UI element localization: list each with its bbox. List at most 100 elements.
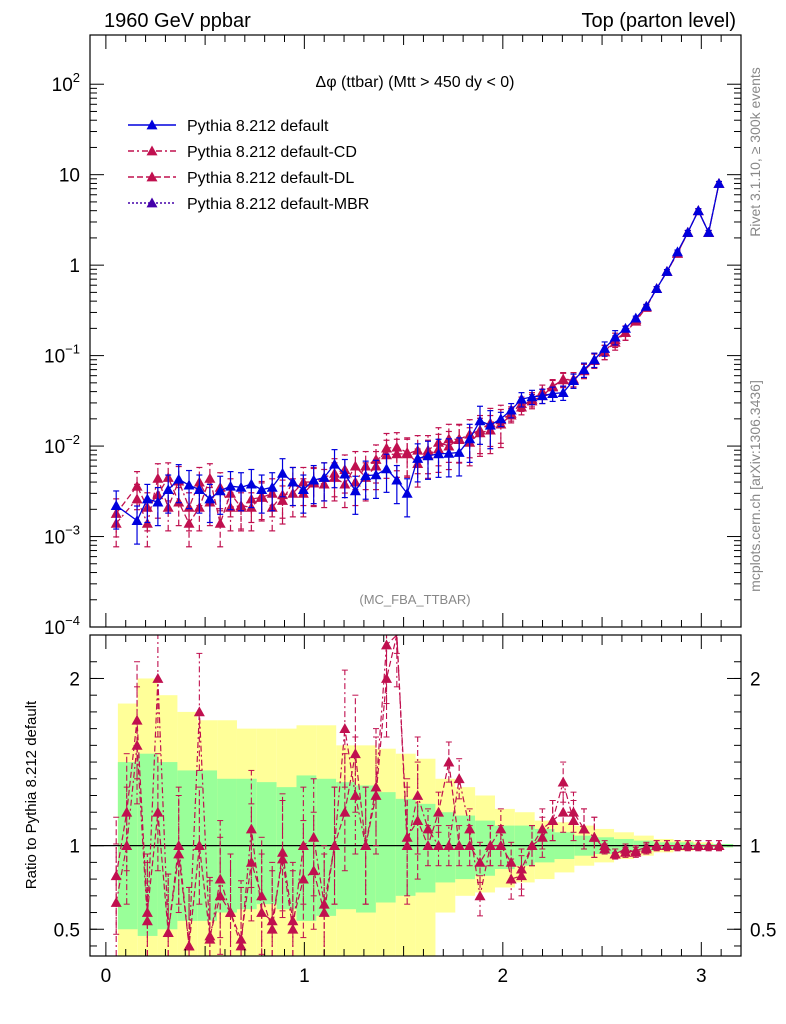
data-point	[515, 393, 527, 404]
data-point	[349, 485, 361, 496]
inner-band-bin	[256, 782, 277, 905]
ratio-point	[308, 865, 320, 876]
ratio-axis-ticks	[90, 635, 741, 956]
data-point	[547, 388, 559, 399]
ratio-point	[131, 714, 143, 725]
data-point	[578, 364, 590, 375]
ratio-point	[474, 890, 486, 901]
legend-marker	[146, 197, 158, 208]
data-point	[225, 480, 237, 491]
data-point	[193, 484, 205, 495]
ratio-point	[349, 790, 361, 800]
data-point	[152, 496, 164, 507]
ratio-point	[433, 806, 445, 817]
data-point	[318, 471, 330, 482]
data-point	[183, 517, 195, 528]
data-point	[277, 467, 289, 478]
data-point	[567, 375, 579, 385]
ratio-point	[671, 840, 683, 851]
data-point	[204, 472, 216, 483]
ratio-point	[703, 840, 715, 851]
data-point	[297, 484, 309, 495]
ratio-point	[557, 806, 569, 817]
legend-label: Pythia 8.212 default-MBR	[187, 196, 369, 213]
ratio-point	[547, 815, 559, 825]
ratio-point	[630, 845, 642, 856]
data-point	[401, 448, 413, 459]
ratio-point	[515, 863, 527, 874]
ratio-y-tick-label-right: 1	[750, 837, 761, 858]
ratio-point	[474, 856, 486, 867]
data-point	[214, 485, 226, 496]
rivet-label: Rivet 3.1.10, ≥ 300k events	[747, 67, 763, 237]
data-point	[162, 484, 174, 495]
y-tick-label: 10−1	[44, 342, 80, 368]
ratio-point	[578, 823, 590, 834]
ratio-point	[651, 840, 663, 851]
ratio-y-tick-label-right: 0.5	[750, 920, 776, 941]
main-axis-ticks	[90, 35, 741, 628]
data-point	[245, 478, 257, 489]
ratio-point	[266, 923, 278, 934]
ratio-point	[339, 723, 351, 734]
data-point	[308, 474, 320, 485]
ratio-point	[453, 773, 465, 784]
ratio-y-axis-label: Ratio to Pythia 8.212 default	[23, 700, 40, 889]
data-point	[391, 474, 403, 485]
data-point	[505, 404, 517, 415]
ratio-point	[619, 846, 631, 857]
ratio-point	[370, 790, 382, 800]
ratio-point	[318, 898, 330, 909]
data-point	[619, 322, 631, 333]
ratio-point	[443, 756, 455, 767]
x-tick-label: 2	[498, 966, 509, 987]
y-tick-label: 102	[52, 70, 80, 96]
ratio-point	[661, 840, 673, 851]
data-point	[484, 419, 496, 430]
main-panel: 10−4 10−3 10−2 10−1 1 10 102 Δφ (ttbar) (Mtt >…	[44, 34, 742, 639]
ratio-point	[640, 841, 652, 852]
data-point	[495, 413, 507, 424]
data-point	[433, 448, 445, 459]
ratio-point	[495, 840, 507, 851]
ratio-point	[443, 840, 455, 851]
ratio-point	[121, 806, 133, 817]
ratio-point	[349, 748, 361, 759]
data-point	[256, 484, 268, 495]
legend-marker	[146, 145, 158, 156]
ratio-point	[692, 840, 704, 851]
ratio-point	[193, 840, 205, 851]
data-point	[713, 177, 725, 188]
y-tick-label: 10−3	[44, 523, 80, 549]
data-point	[464, 433, 476, 444]
ratio-point	[609, 848, 621, 859]
ratio-point	[183, 940, 195, 951]
data-point	[401, 487, 413, 498]
data-point	[370, 454, 382, 464]
ratio-point	[110, 870, 122, 881]
ratio-point	[225, 907, 237, 917]
data-point	[370, 469, 382, 480]
data-point	[131, 493, 143, 504]
inner-band-bin	[375, 792, 396, 903]
ratio-y-tick-label: 2	[69, 669, 80, 690]
mcplots-label: mcplots.cern.ch [arXiv:1306.3436]	[747, 380, 763, 592]
ratio-point	[141, 907, 153, 917]
ratio-y-tick-labels: 0.5 0.5 1 1 2 2	[54, 669, 777, 941]
data-point	[692, 205, 704, 216]
data-point	[214, 517, 226, 528]
data-point	[131, 515, 143, 526]
data-point	[599, 342, 611, 353]
ratio-point	[433, 840, 445, 851]
x-tick-label: 1	[299, 966, 310, 987]
data-point	[204, 493, 216, 504]
data-point	[557, 387, 569, 398]
data-point	[630, 312, 642, 323]
y-tick-label: 10−2	[44, 432, 80, 458]
legend-marker	[146, 171, 158, 182]
data-point	[110, 500, 122, 510]
ratio-plot-data	[110, 633, 725, 957]
ratio-point	[245, 856, 257, 867]
data-point	[266, 481, 278, 492]
